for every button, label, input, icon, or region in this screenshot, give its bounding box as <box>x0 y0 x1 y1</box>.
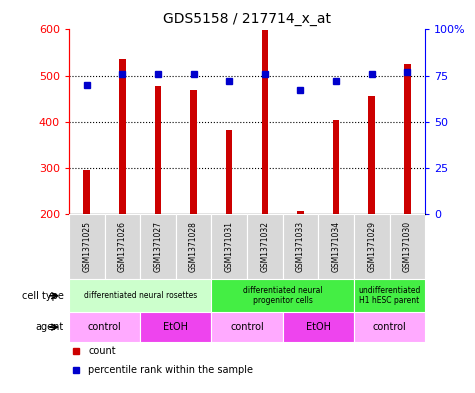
Bar <box>354 214 390 279</box>
Text: percentile rank within the sample: percentile rank within the sample <box>88 365 254 375</box>
Text: GSM1371028: GSM1371028 <box>189 221 198 272</box>
Bar <box>211 312 283 342</box>
Text: GSM1371031: GSM1371031 <box>225 221 234 272</box>
Bar <box>318 214 354 279</box>
Text: differentiated neural rosettes: differentiated neural rosettes <box>84 291 197 300</box>
Bar <box>390 214 425 279</box>
Bar <box>69 214 104 279</box>
Text: EtOH: EtOH <box>163 322 188 332</box>
Text: control: control <box>87 322 122 332</box>
Text: differentiated neural
progenitor cells: differentiated neural progenitor cells <box>243 286 323 305</box>
Bar <box>140 312 211 342</box>
Text: cell type: cell type <box>22 291 64 301</box>
Text: GSM1371025: GSM1371025 <box>82 221 91 272</box>
Bar <box>333 120 339 214</box>
Bar <box>283 312 354 342</box>
Bar <box>84 170 90 214</box>
Bar <box>190 90 197 214</box>
Text: GSM1371030: GSM1371030 <box>403 221 412 272</box>
Bar <box>247 214 283 279</box>
Bar <box>354 279 425 312</box>
Text: count: count <box>88 346 116 356</box>
Text: control: control <box>372 322 407 332</box>
Bar <box>262 30 268 214</box>
Text: agent: agent <box>36 322 64 332</box>
Bar <box>226 130 232 214</box>
Bar <box>354 312 425 342</box>
Bar <box>404 64 410 214</box>
Bar <box>211 279 354 312</box>
Bar <box>155 86 161 214</box>
Bar <box>176 214 211 279</box>
Title: GDS5158 / 217714_x_at: GDS5158 / 217714_x_at <box>163 12 331 26</box>
Bar <box>297 211 304 214</box>
Bar <box>69 312 140 342</box>
Text: undifferentiated
H1 hESC parent: undifferentiated H1 hESC parent <box>358 286 421 305</box>
Bar <box>283 214 318 279</box>
Text: GSM1371033: GSM1371033 <box>296 221 305 272</box>
Text: control: control <box>230 322 264 332</box>
Text: GSM1371032: GSM1371032 <box>260 221 269 272</box>
Bar <box>104 214 140 279</box>
Text: GSM1371029: GSM1371029 <box>367 221 376 272</box>
Text: GSM1371034: GSM1371034 <box>332 221 341 272</box>
Bar <box>369 96 375 214</box>
Text: GSM1371027: GSM1371027 <box>153 221 162 272</box>
Bar <box>211 214 247 279</box>
Text: GSM1371026: GSM1371026 <box>118 221 127 272</box>
Bar <box>119 59 125 214</box>
Text: EtOH: EtOH <box>306 322 331 332</box>
Bar <box>140 214 176 279</box>
Bar <box>69 279 211 312</box>
